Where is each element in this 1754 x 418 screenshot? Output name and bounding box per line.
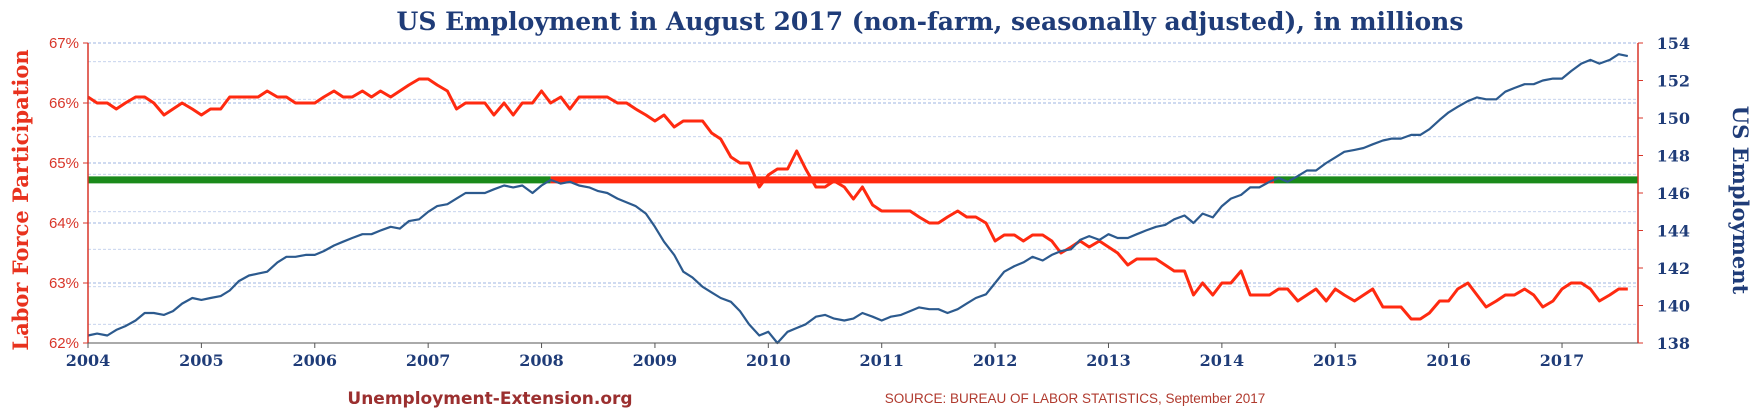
source-label: SOURCE: BUREAU OF LABOR STATISTICS, Sept… — [885, 391, 1266, 406]
x-tick-label: 2017 — [1540, 351, 1585, 370]
axes — [87, 43, 1639, 344]
chart-title: US Employment in August 2017 (non-farm, … — [397, 7, 1464, 36]
series-line-employment — [87, 53, 1629, 345]
x-axis-ticks: 2004 2005 2006 2007 2008 2009 2010 2011 2012 2013… — [66, 343, 1585, 370]
x-tick-label: 2013 — [1086, 351, 1131, 370]
left-tick-label: 66% — [49, 95, 79, 112]
right-tick-label: 138 — [1657, 334, 1690, 353]
x-tick-label: 2011 — [859, 351, 904, 370]
right-tick-label: 140 — [1657, 297, 1690, 316]
gridlines — [88, 42, 1638, 344]
series-line-participation — [87, 77, 1628, 321]
right-tick-label: 146 — [1657, 184, 1690, 203]
right-tick-label: 142 — [1657, 259, 1690, 278]
x-tick-label: 2016 — [1426, 351, 1471, 370]
right-tick-label: 144 — [1657, 222, 1690, 241]
left-tick-label: 62% — [49, 335, 79, 352]
right-axis-ticks: 138 140 142 144 146 148 150 152 154 — [1638, 34, 1690, 353]
x-tick-label: 2009 — [633, 351, 678, 370]
site-label: Unemployment-Extension.org — [347, 389, 632, 409]
left-axis-ticks: 62% 63% 64% 65% 66% 67% — [49, 35, 88, 352]
x-tick-label: 2010 — [746, 351, 791, 370]
left-axis-label: Labor Force Participation — [8, 49, 33, 350]
left-tick-label: 65% — [49, 155, 79, 172]
right-tick-label: 152 — [1657, 72, 1690, 91]
left-tick-label: 63% — [49, 275, 79, 292]
x-tick-label: 2014 — [1200, 351, 1245, 370]
x-tick-label: 2005 — [179, 351, 224, 370]
right-tick-label: 150 — [1657, 109, 1690, 128]
right-axis-label: US Employment — [1728, 106, 1753, 295]
right-tick-label: 148 — [1657, 147, 1690, 166]
left-tick-label: 67% — [49, 35, 79, 52]
x-tick-label: 2006 — [293, 351, 338, 370]
x-tick-label: 2012 — [973, 351, 1018, 370]
x-tick-label: 2007 — [406, 351, 451, 370]
series-lines — [87, 53, 1629, 345]
x-tick-label: 2004 — [66, 351, 111, 370]
x-tick-label: 2008 — [519, 351, 564, 370]
right-tick-label: 154 — [1657, 34, 1690, 53]
x-tick-label: 2015 — [1313, 351, 1358, 370]
left-tick-label: 64% — [49, 215, 79, 232]
